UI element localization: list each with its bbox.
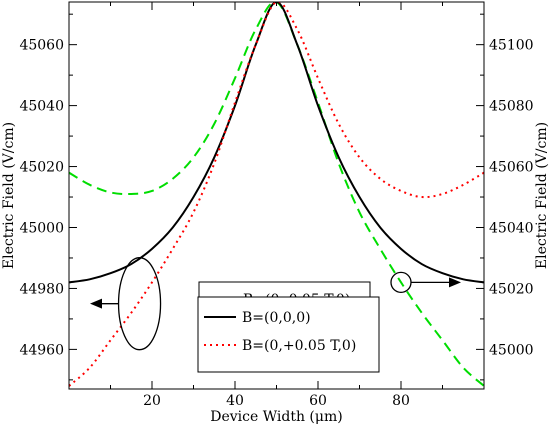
legend-layer: B=(0,-0.05 T,0)B=(0,0,0)B=(0,+0.05 T,0) xyxy=(197,281,380,373)
legend-label: B=(0,0,0) xyxy=(242,310,311,326)
annotation-ellipse xyxy=(117,257,162,351)
x-tick-label: 20 xyxy=(143,393,161,409)
y-left-tick-label: 45000 xyxy=(19,220,64,236)
y-right-tick-label: 45080 xyxy=(489,99,534,115)
y-right-tick-label: 45100 xyxy=(489,38,534,54)
y-axis-label-left: Electric Field (V/cm) xyxy=(1,122,17,269)
x-tick-label: 80 xyxy=(392,393,410,409)
y-left-tick-label: 44980 xyxy=(19,281,64,297)
annotation-layer xyxy=(90,257,461,351)
x-tick-label: 40 xyxy=(226,393,244,409)
legend-label: B=(0,+0.05 T,0) xyxy=(242,338,356,354)
x-axis-label: Device Width (μm) xyxy=(210,409,342,425)
annotation-arrow-head xyxy=(90,298,102,309)
y-left-tick-label: 45040 xyxy=(19,99,64,115)
y-right-tick-label: 45020 xyxy=(489,281,534,297)
y-right-tick-label: 45040 xyxy=(489,220,534,236)
annotation-arrow-head xyxy=(449,277,461,288)
y-axis-label-right: Electric Field (V/cm) xyxy=(534,122,550,269)
y-left-tick-label: 44960 xyxy=(19,342,64,358)
y-right-tick-label: 45060 xyxy=(489,160,534,176)
series-line-1 xyxy=(69,2,484,284)
x-tick-label: 60 xyxy=(309,393,327,409)
legend-box xyxy=(197,296,380,373)
y-left-tick-label: 45020 xyxy=(19,160,64,176)
y-left-tick-label: 45060 xyxy=(19,38,64,54)
ticks-layer: 20 40 60 80 44960 44980 45000 45020 45040 45060 45… xyxy=(19,2,534,409)
y-right-tick-label: 45000 xyxy=(489,342,534,358)
